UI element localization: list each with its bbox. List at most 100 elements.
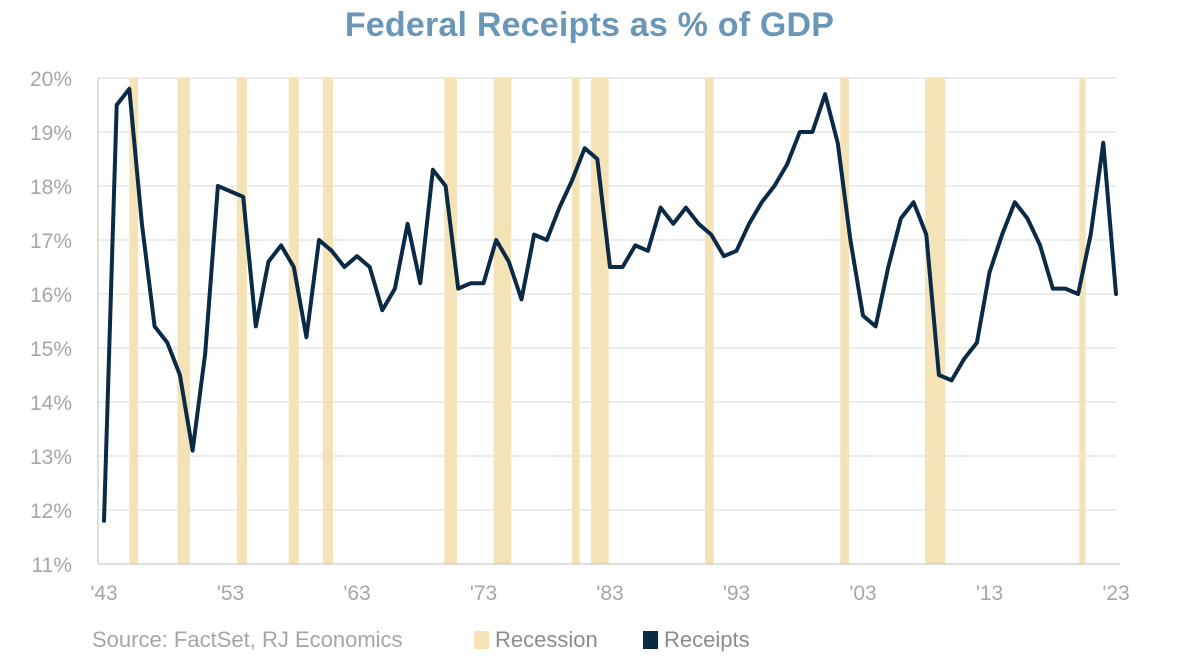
x-tick-label: '93 — [723, 582, 750, 605]
receipts-point — [115, 103, 119, 107]
receipts-point — [861, 314, 865, 318]
recession-band — [840, 78, 850, 564]
receipts-point — [1000, 233, 1004, 237]
receipts-point — [229, 189, 232, 193]
receipts-point — [962, 357, 966, 361]
recession-band — [288, 78, 299, 564]
recession-band — [704, 78, 714, 564]
receipts-point — [886, 265, 890, 269]
receipts-point — [532, 233, 536, 237]
y-tick-label: 16% — [30, 284, 72, 307]
receipts-point — [292, 265, 296, 269]
receipts-point — [735, 249, 738, 253]
receipts-point — [140, 222, 144, 226]
axes: 11% 12% 13% 14% 15% 16% 17% 18% 19% 20% '43 '53 '63 '… — [30, 68, 1130, 605]
receipts-point — [1101, 141, 1105, 145]
x-tick-label: '03 — [849, 582, 876, 605]
x-tick-label: '83 — [596, 582, 623, 605]
receipts-point — [304, 335, 308, 339]
receipts-point — [659, 206, 663, 210]
receipts-point — [697, 222, 701, 226]
receipts-point — [570, 179, 574, 183]
receipts-point — [494, 238, 498, 242]
receipts-point — [1063, 287, 1067, 291]
receipts-point — [1013, 200, 1017, 204]
recession-band — [591, 78, 609, 564]
receipts-series — [102, 86, 1118, 523]
receipts-point — [241, 195, 245, 199]
receipts-point — [595, 157, 599, 161]
receipts-point — [1038, 243, 1042, 247]
chart-title: Federal Receipts as % of GDP — [344, 6, 835, 44]
receipts-point — [583, 146, 587, 150]
receipts-point — [608, 265, 612, 269]
y-tick-label: 20% — [30, 68, 72, 91]
receipts-point — [1076, 292, 1080, 296]
recession-band — [572, 78, 580, 564]
receipts-point — [899, 216, 903, 220]
legend-label-receipts: Receipts — [664, 627, 750, 652]
chart-footer: Source: FactSet, RJ Economics Recession … — [0, 627, 1179, 657]
receipts-point — [254, 324, 258, 328]
receipts-point — [431, 168, 435, 172]
receipts-point — [153, 324, 157, 328]
x-tick-label: '43 — [90, 582, 117, 605]
receipts-point — [988, 270, 991, 274]
receipts-point — [975, 341, 979, 345]
y-tick-label: 11% — [32, 554, 72, 577]
receipts-point — [785, 162, 789, 166]
receipts-point — [545, 238, 549, 242]
receipts-point — [810, 130, 814, 134]
legend-label-recession: Recession — [495, 627, 598, 652]
receipts-point — [848, 238, 852, 242]
receipts-point — [342, 265, 346, 269]
receipts-point — [912, 200, 916, 204]
receipts-point — [823, 92, 827, 96]
receipts-point — [1051, 287, 1055, 291]
recession-band — [493, 78, 512, 564]
recession-band — [322, 78, 333, 564]
recession-band — [236, 78, 247, 564]
receipts-point — [671, 222, 675, 226]
receipts-point — [456, 287, 460, 291]
receipts-point — [368, 265, 372, 269]
receipts-point — [950, 378, 954, 382]
receipts-point — [406, 222, 410, 226]
recession-band — [177, 78, 191, 564]
receipts-point — [760, 200, 764, 204]
receipts-point — [722, 254, 726, 258]
receipts-point — [191, 449, 195, 453]
receipts-point — [621, 265, 625, 269]
receipts-point — [380, 308, 384, 312]
receipts-point — [482, 281, 485, 285]
receipts-point — [1114, 292, 1118, 296]
recession-band — [444, 78, 457, 564]
y-tick-label: 14% — [30, 392, 72, 415]
legend-swatch-receipts — [643, 631, 658, 649]
recession-band — [129, 78, 139, 564]
receipts-point — [393, 287, 397, 291]
y-tick-label: 19% — [30, 122, 72, 145]
receipts-point — [924, 233, 928, 237]
receipts-point — [709, 233, 713, 237]
receipts-point — [798, 130, 802, 134]
x-tick-label: '63 — [343, 582, 370, 605]
receipts-point — [874, 324, 878, 328]
receipts-point — [330, 249, 334, 253]
receipts-point — [203, 351, 207, 355]
y-tick-label: 17% — [30, 230, 72, 253]
x-tick-label: '73 — [470, 582, 497, 605]
x-tick-label: '23 — [1102, 582, 1129, 605]
receipts-point — [937, 373, 941, 377]
receipts-point — [633, 243, 637, 247]
receipts-point — [557, 206, 561, 210]
legend-item-recession: Recession — [474, 627, 598, 653]
receipts-point — [747, 222, 751, 226]
legend-swatch-recession — [474, 631, 489, 649]
recession-bands — [129, 78, 1086, 564]
receipts-point — [507, 260, 511, 264]
receipts-point — [836, 141, 840, 145]
y-tick-label: 15% — [30, 338, 72, 361]
receipts-point — [1025, 216, 1029, 220]
